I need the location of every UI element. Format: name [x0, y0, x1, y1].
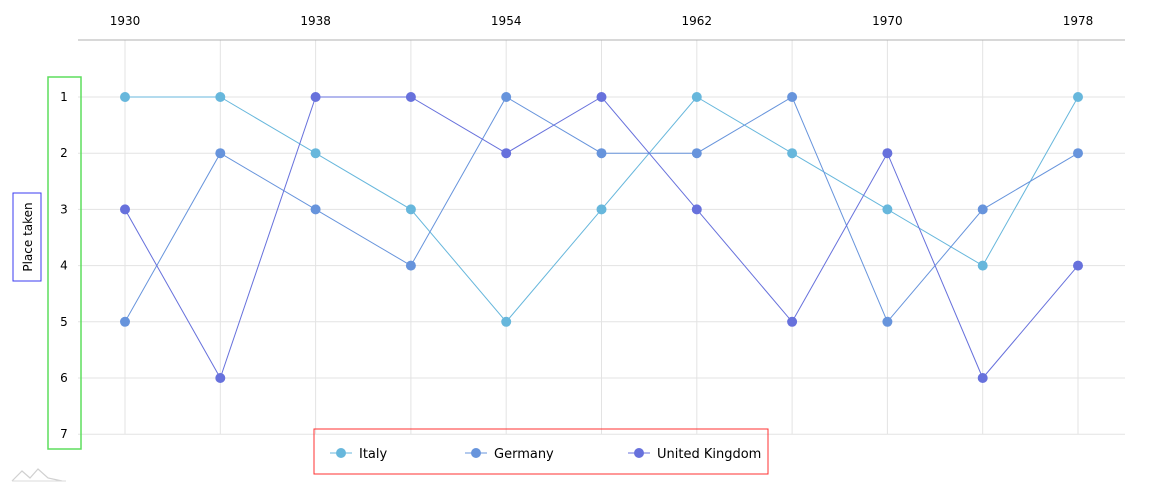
y-axis-labels-frame	[47, 76, 82, 450]
x-tick-label: 1954	[491, 14, 522, 28]
legend-label: Italy	[359, 447, 388, 462]
data-point[interactable]	[787, 92, 798, 102]
data-point[interactable]	[882, 204, 893, 215]
y-tick-label: 5	[60, 315, 68, 329]
data-point[interactable]	[310, 92, 321, 102]
data-point[interactable]	[120, 204, 130, 215]
x-tick-label: 1930	[110, 14, 141, 28]
x-tick-label: 1978	[1063, 14, 1094, 28]
legend-item[interactable]: Italy	[330, 447, 388, 462]
x-tick-label: 1938	[300, 14, 331, 28]
series-layer	[120, 92, 1083, 383]
legend-point-marker	[634, 448, 644, 458]
data-point[interactable]	[120, 316, 130, 327]
data-point[interactable]	[977, 204, 988, 215]
y-axis-title: Place taken	[21, 202, 35, 271]
x-tick-label: 1970	[872, 14, 903, 28]
legend-point-marker	[471, 448, 481, 458]
data-point[interactable]	[1073, 148, 1083, 159]
data-point[interactable]	[1073, 92, 1083, 102]
data-point[interactable]	[691, 204, 702, 215]
data-point[interactable]	[787, 148, 798, 159]
data-point[interactable]	[787, 316, 798, 327]
y-tick-label: 6	[60, 371, 68, 385]
legend-item[interactable]: United Kingdom	[628, 447, 761, 462]
data-point[interactable]	[596, 148, 607, 159]
legend-frame	[313, 428, 769, 475]
legend-item[interactable]: Germany	[465, 447, 554, 462]
data-point[interactable]	[501, 316, 512, 327]
data-point[interactable]	[310, 148, 321, 159]
y-axis-title-group: Place taken	[12, 192, 42, 282]
data-point[interactable]	[405, 204, 416, 215]
data-point[interactable]	[977, 260, 988, 271]
data-point[interactable]	[501, 148, 512, 159]
data-point[interactable]	[215, 148, 226, 159]
legend-point-marker	[336, 448, 346, 458]
series-united-kingdom	[120, 92, 1083, 383]
y-tick-label: 7	[60, 427, 68, 441]
data-point[interactable]	[120, 92, 130, 102]
grid	[78, 40, 1125, 435]
legend: Italy Germany United Kingdom	[313, 428, 769, 475]
data-point[interactable]	[501, 92, 512, 102]
chart-logo-icon	[11, 468, 66, 482]
y-tick-label: 3	[60, 202, 68, 216]
legend-label: United Kingdom	[657, 447, 761, 462]
data-point[interactable]	[310, 204, 321, 215]
data-point[interactable]	[405, 92, 416, 102]
y-tick-label: 1	[60, 90, 68, 104]
data-point[interactable]	[596, 204, 607, 215]
data-point[interactable]	[691, 148, 702, 159]
data-point[interactable]	[882, 148, 893, 159]
x-tick-label: 1962	[682, 14, 713, 28]
legend-label: Germany	[494, 447, 554, 462]
y-tick-label: 2	[60, 146, 68, 160]
data-point[interactable]	[215, 373, 226, 383]
y-tick-label: 4	[60, 259, 68, 273]
data-point[interactable]	[882, 316, 893, 327]
data-point[interactable]	[691, 92, 702, 102]
data-point[interactable]	[977, 373, 988, 383]
axes: 1 2 3 4 5 6 7 1930 1938 1954 1962 1970 1978	[60, 14, 1125, 441]
y-axis-title-frame	[12, 192, 42, 282]
data-point[interactable]	[215, 92, 226, 102]
data-point[interactable]	[405, 260, 416, 271]
data-point[interactable]	[1073, 260, 1083, 271]
data-point[interactable]	[596, 92, 607, 102]
